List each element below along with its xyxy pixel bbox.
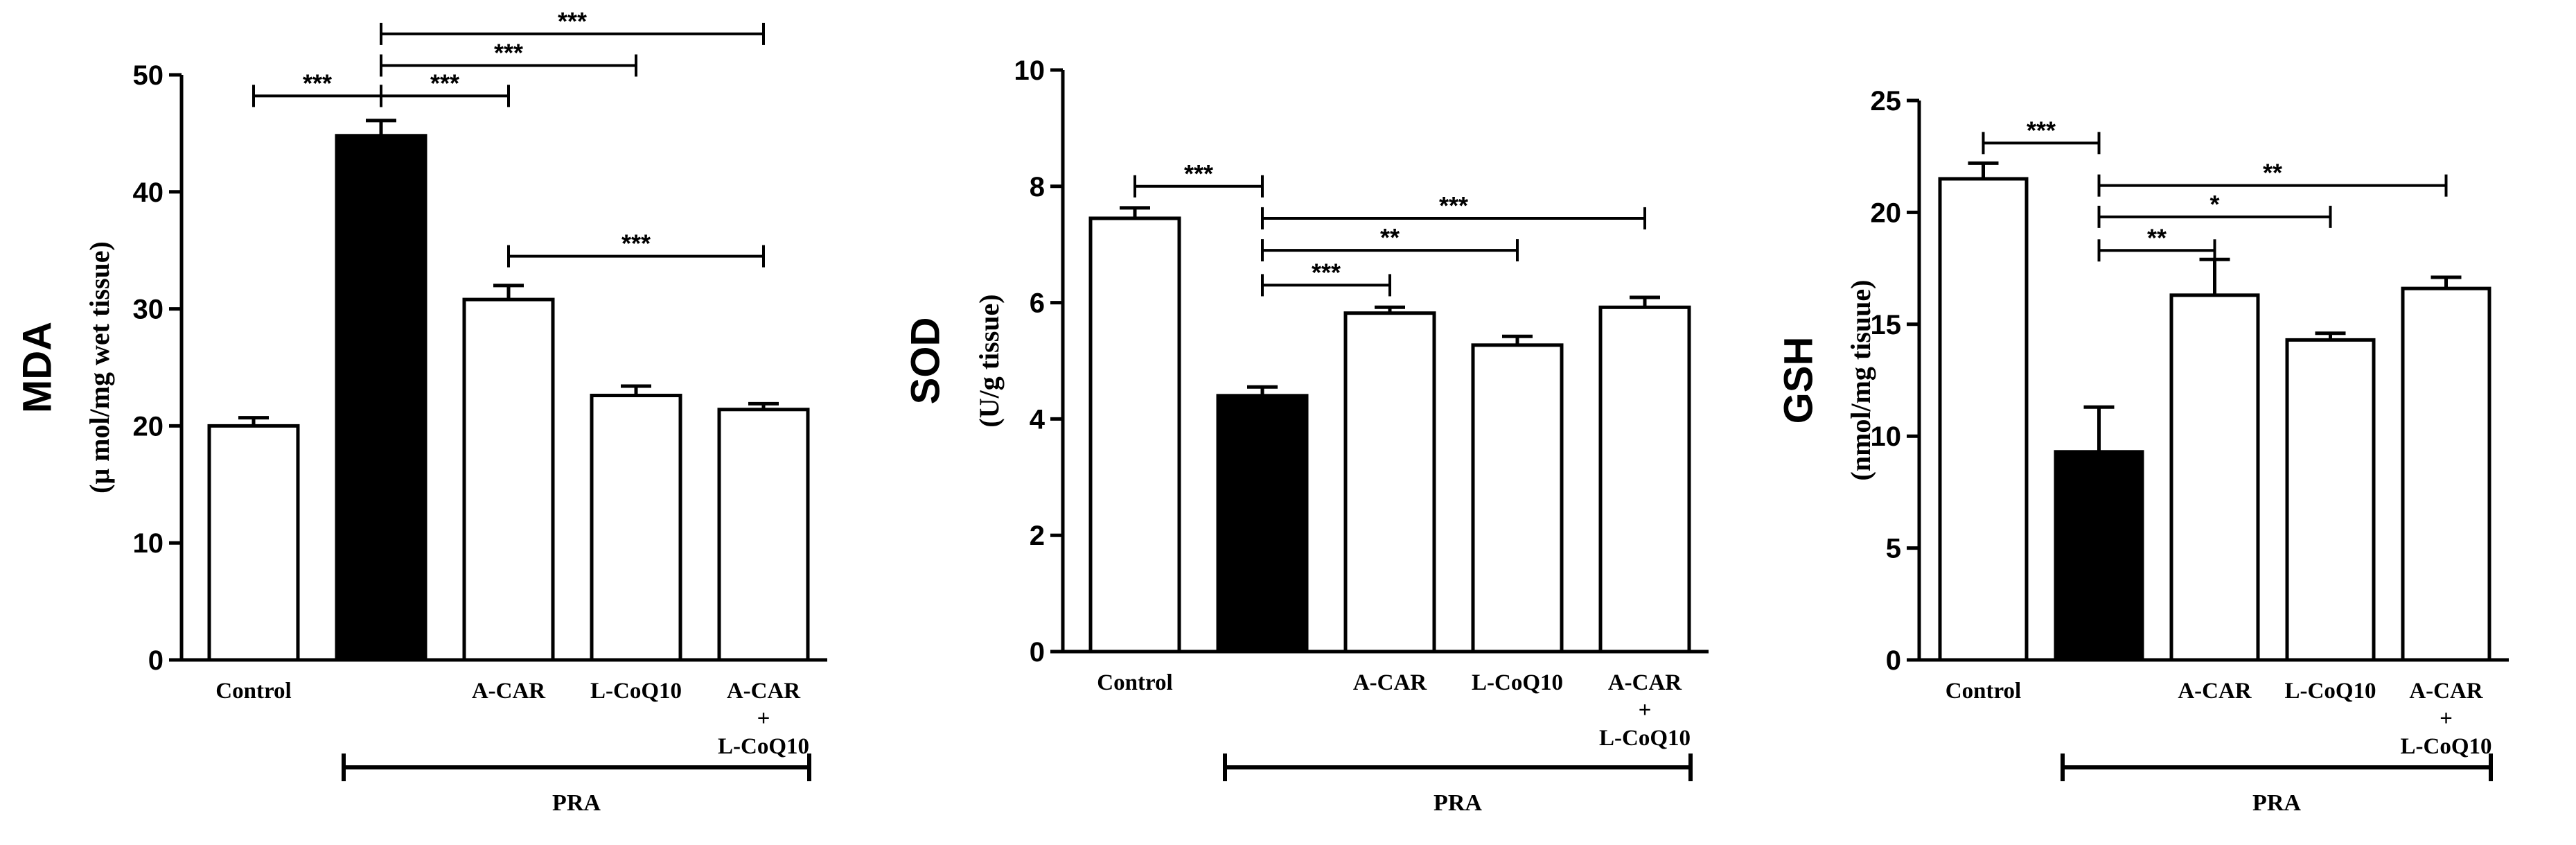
bar — [2401, 286, 2491, 662]
bar — [1598, 305, 1691, 654]
y-tick-label: 40 — [133, 177, 164, 208]
y-tick-label: 4 — [1030, 404, 1046, 435]
category-label: L-CoQ10 — [2285, 679, 2376, 704]
bar — [335, 134, 427, 662]
bar — [1216, 394, 1309, 654]
y-tick-label: 20 — [133, 411, 164, 442]
category-label: L-CoQ10 — [2401, 734, 2492, 759]
y-tick-label: 6 — [1030, 288, 1045, 319]
significance-label: ** — [2263, 159, 2282, 187]
category-label: A-CAR — [1608, 670, 1682, 695]
category-label: Control — [1097, 670, 1172, 695]
category-label: L-CoQ10 — [590, 679, 682, 704]
y-tick-label: 10 — [133, 528, 164, 559]
category-label: + — [757, 706, 770, 731]
y-tick-label: 15 — [1871, 310, 1902, 340]
y-tick-label: 10 — [1871, 421, 1902, 452]
category-label: + — [1639, 698, 1652, 723]
bar — [1471, 343, 1564, 654]
bar — [717, 408, 810, 662]
category-label: A-CAR — [472, 679, 546, 704]
y-tick-label: 2 — [1030, 521, 1045, 551]
bar — [2169, 293, 2260, 662]
significance-label: *** — [1312, 258, 1341, 286]
bar — [2054, 450, 2144, 662]
y-tick-label: 0 — [1030, 637, 1045, 668]
significance-label: *** — [494, 38, 523, 67]
y-tick-label: 25 — [1871, 86, 1902, 116]
category-label: + — [2440, 706, 2453, 731]
category-label: A-CAR — [2178, 679, 2252, 704]
y-tick-label: 30 — [133, 295, 164, 325]
significance-label: ** — [1380, 223, 1400, 252]
significance-label: *** — [558, 7, 587, 35]
y-tick-label: 0 — [148, 645, 164, 676]
y-axis-unit: (nmol/mg tisuue) — [1845, 280, 1876, 481]
bar — [1088, 216, 1181, 654]
sod-panel: 0 2 4 6 8 10 SOD (U/g tissue) Control A-CAR L-CoQ1… — [903, 55, 1709, 816]
significance-label: *** — [2027, 116, 2056, 144]
y-tick-label: 20 — [1871, 198, 1902, 228]
y-tick-label: 8 — [1030, 172, 1045, 202]
group-bracket-label: PRA — [2252, 790, 2301, 816]
y-axis-unit: (μ mol/mg wet tissue) — [84, 241, 115, 494]
significance-label: *** — [621, 229, 651, 258]
significance-label: * — [2209, 190, 2219, 218]
category-label: L-CoQ10 — [1472, 670, 1563, 695]
y-axis-unit: (U/g tissue) — [973, 294, 1005, 427]
y-axis-title: GSH — [1776, 337, 1821, 424]
category-label: L-CoQ10 — [718, 734, 809, 759]
y-tick-label: 50 — [133, 60, 164, 91]
significance-label: ** — [2147, 223, 2167, 252]
gsh-panel: 0 5 10 15 20 25 GSH (nmol/mg tisuue) Control A-CA… — [1776, 86, 2509, 816]
y-axis-title: SOD — [903, 317, 948, 405]
bar — [1343, 311, 1436, 654]
bar — [2285, 338, 2376, 662]
significance-label: *** — [1184, 159, 1213, 188]
category-label: L-CoQ10 — [1599, 726, 1691, 751]
category-label: A-CAR — [1353, 670, 1427, 695]
bar — [462, 297, 555, 662]
bar — [1938, 177, 2029, 662]
significance-label: *** — [430, 69, 459, 97]
group-bracket-label: PRA — [552, 790, 601, 816]
y-axis-title: MDA — [15, 322, 60, 413]
bar — [590, 394, 682, 662]
category-label: A-CAR — [2409, 679, 2483, 704]
y-tick-label: 10 — [1014, 55, 1046, 86]
significance-label: *** — [303, 69, 332, 97]
category-label: Control — [1946, 679, 2021, 704]
mda-panel: 0 10 20 30 40 50 MDA (μ mol/mg wet tissue) Contr… — [15, 7, 827, 816]
significance-label: *** — [1439, 191, 1468, 220]
y-tick-label: 0 — [1886, 645, 1901, 676]
y-tick-label: 5 — [1886, 534, 1901, 564]
group-bracket-label: PRA — [1433, 790, 1482, 816]
bar — [207, 424, 300, 662]
category-label: Control — [215, 679, 291, 704]
category-label: A-CAR — [727, 679, 801, 704]
